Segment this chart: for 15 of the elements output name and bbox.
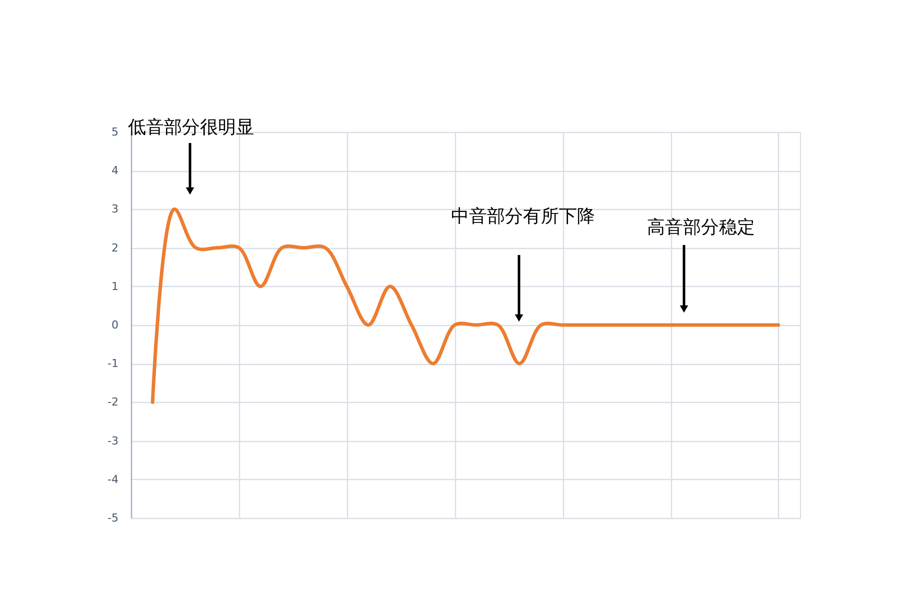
y-tick-label: 5 <box>112 126 118 138</box>
y-tick-label: -2 <box>108 396 118 409</box>
y-tick-label: -3 <box>108 434 118 448</box>
annotation: 高音部分稳定 <box>647 217 755 238</box>
y-tick-label: 4 <box>112 164 118 178</box>
y-tick-label: 2 <box>112 241 118 254</box>
y-tick-label: -5 <box>108 512 118 524</box>
y-tick-label: 3 <box>112 202 118 216</box>
y-tick-label: 0 <box>112 318 118 332</box>
annotation: 低音部分很明显 <box>128 117 254 138</box>
annotation: 中音部分有所下降 <box>451 206 595 227</box>
line-series <box>150 207 780 404</box>
y-tick-label: -1 <box>108 357 118 370</box>
y-tick-label: 1 <box>112 280 118 293</box>
y-tick-label: -4 <box>108 472 118 486</box>
